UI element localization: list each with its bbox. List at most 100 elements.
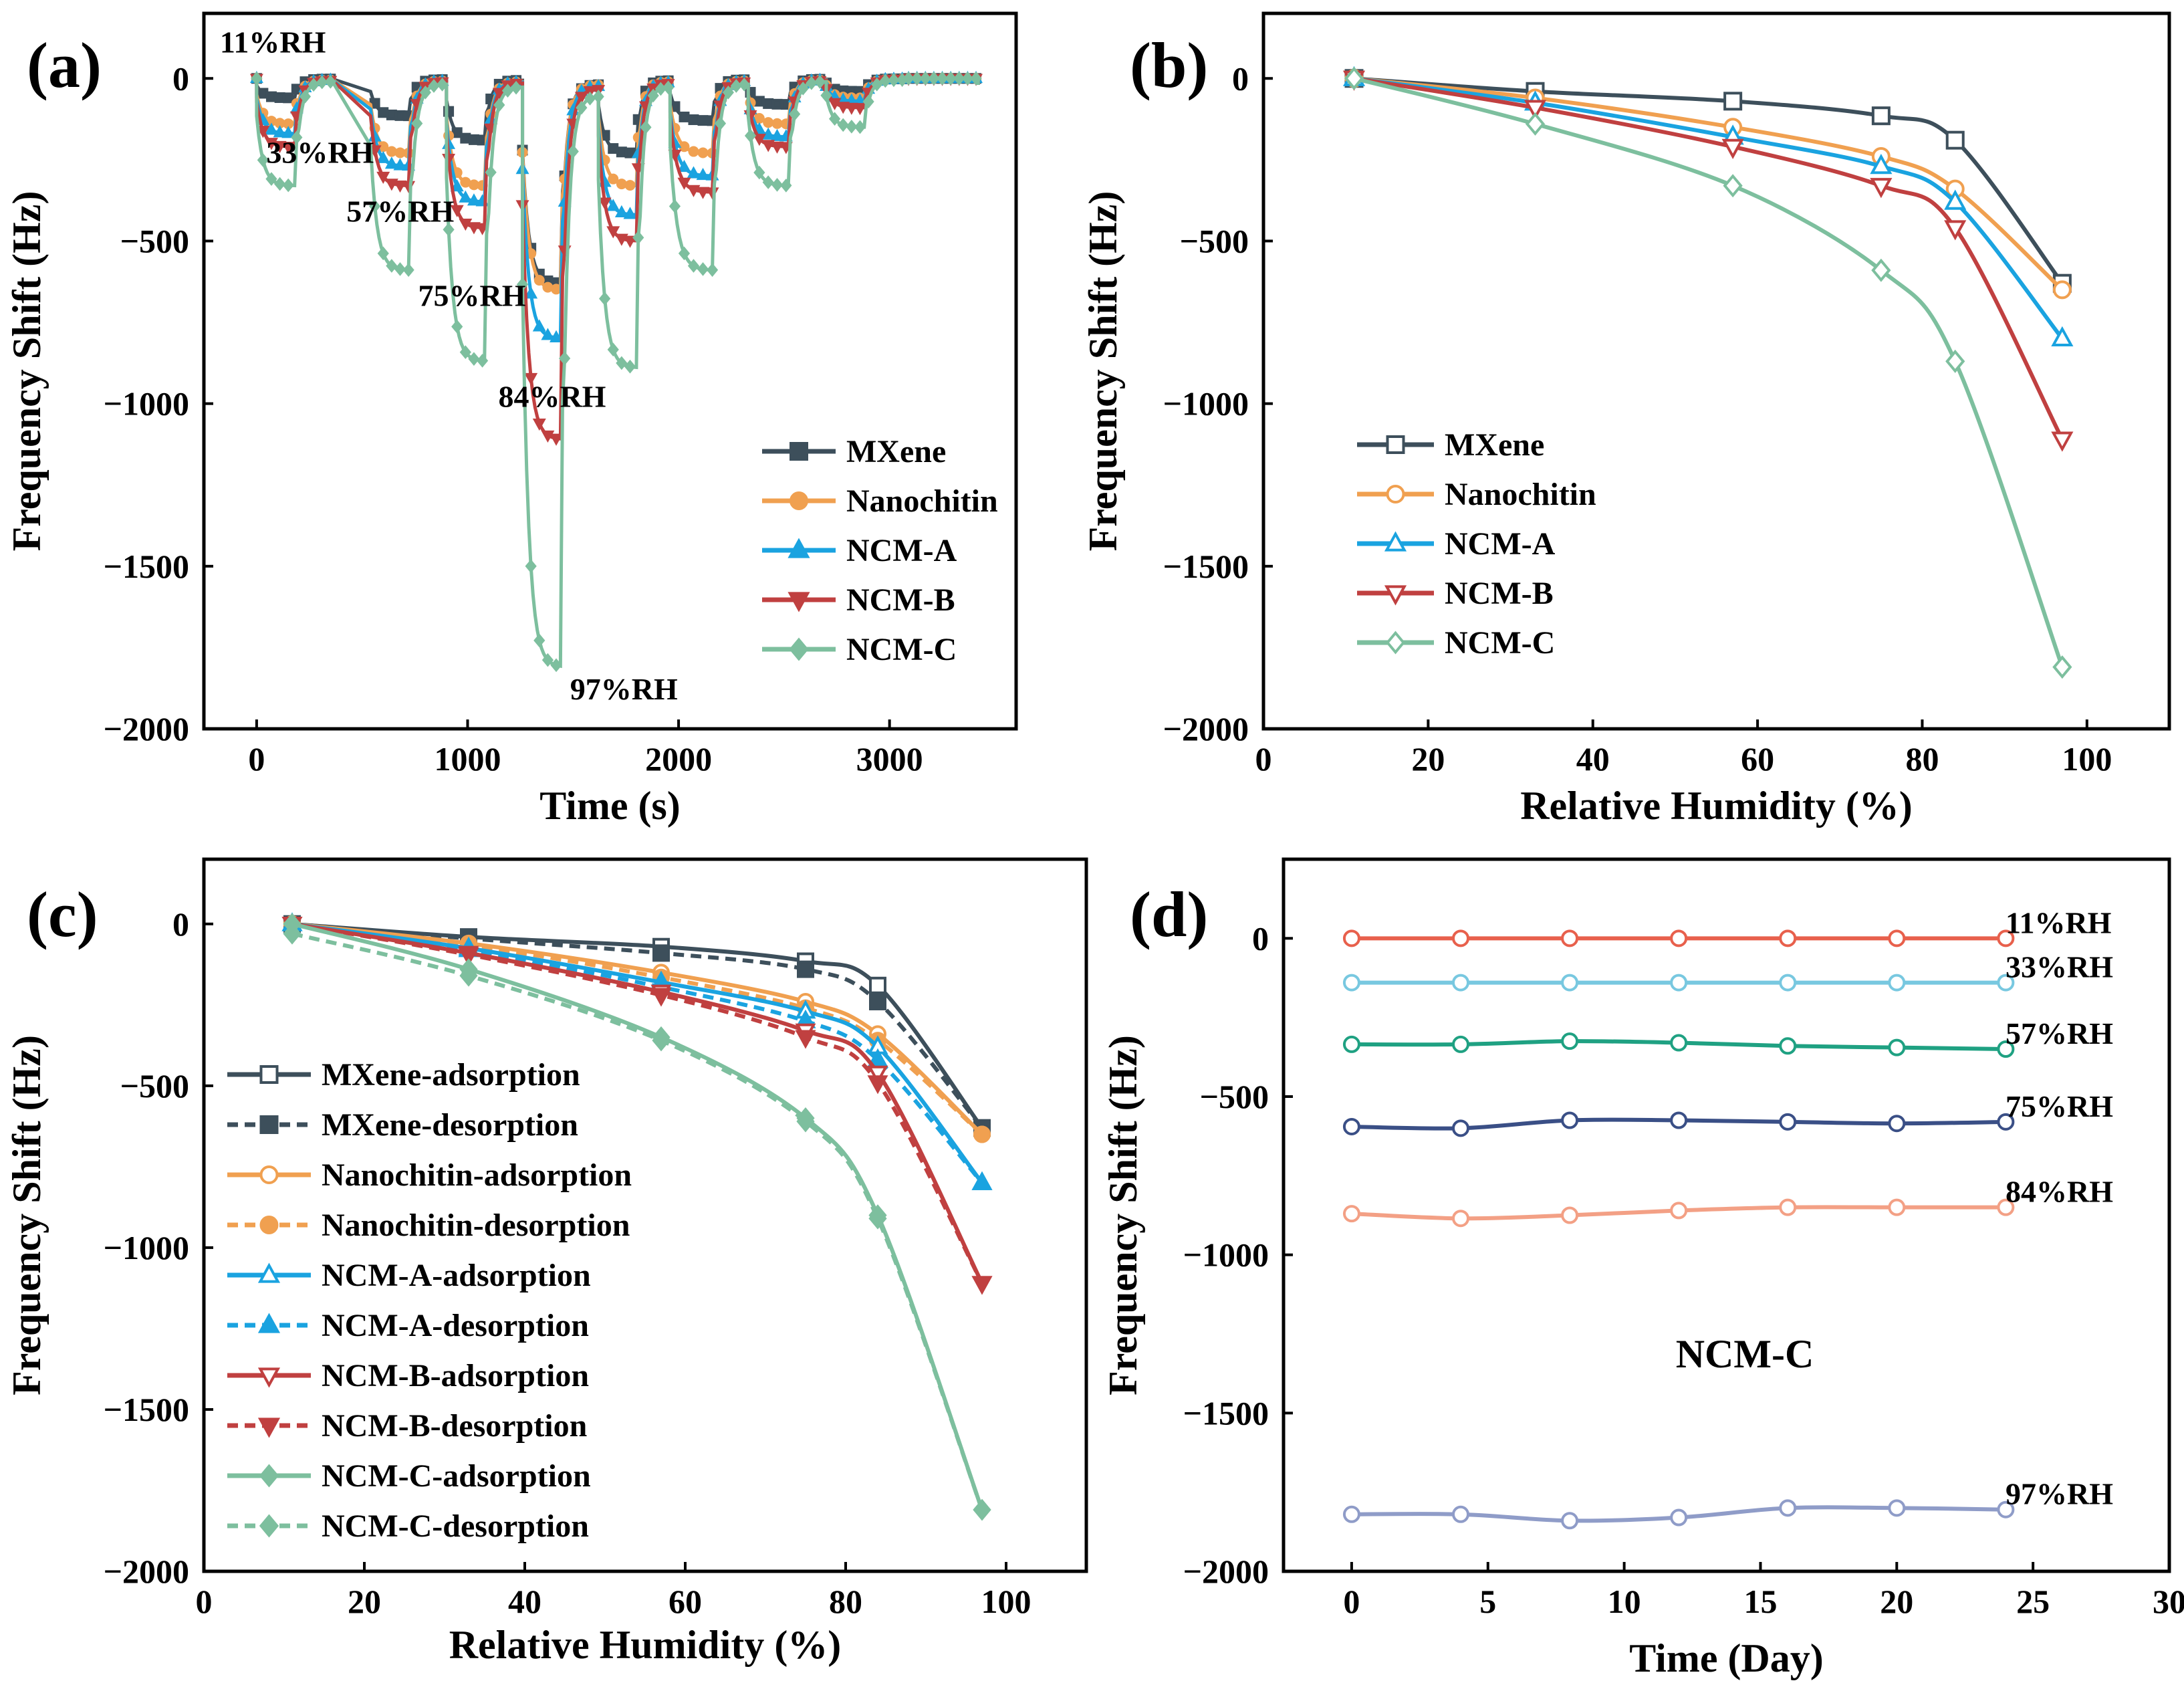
x-tick-label: 10	[1608, 1583, 1641, 1620]
legend-entry: Nanochitin	[762, 483, 998, 519]
data-point	[532, 319, 546, 332]
data-point	[394, 147, 406, 158]
data-point	[687, 166, 701, 179]
y-tick-label: −500	[120, 222, 190, 259]
data-point	[868, 1208, 887, 1230]
legend-entry: NCM-C	[762, 632, 957, 667]
data-point	[468, 134, 479, 145]
legend-marker	[257, 1367, 281, 1388]
data-point	[1670, 1034, 1688, 1052]
series-label: 11%RH	[2006, 905, 2112, 939]
data-point	[265, 91, 277, 102]
data-point	[1721, 138, 1744, 159]
data-point	[652, 1029, 671, 1052]
y-tick-label: −1500	[104, 1391, 190, 1428]
y-axis-label: Frequency Shift (Hz)	[5, 191, 49, 552]
data-point	[761, 140, 775, 152]
data-point	[608, 173, 619, 185]
legend-marker	[1386, 435, 1405, 454]
data-point	[1779, 1037, 1797, 1055]
data-point	[1871, 106, 1891, 126]
series-75%RH: 75%RH	[1342, 1089, 2113, 1137]
data-point	[493, 98, 505, 112]
data-point	[485, 165, 497, 180]
data-point	[1525, 112, 1546, 136]
data-point	[780, 179, 792, 193]
legend-entry: NCM-B-adsorption	[227, 1358, 589, 1393]
series-84%RH: 84%RH	[1342, 1175, 2113, 1228]
data-point	[451, 320, 463, 334]
data-point	[376, 171, 390, 185]
panel-label: (c)	[27, 879, 98, 950]
x-tick-label: 60	[1741, 740, 1774, 778]
data-point	[567, 144, 579, 158]
x-tick-label: 0	[196, 1583, 213, 1620]
data-point	[640, 120, 652, 134]
data-point	[467, 193, 481, 206]
data-point	[911, 71, 923, 86]
data-point	[652, 944, 670, 962]
data-point	[770, 128, 784, 141]
legend-entry: NCM-A	[1357, 526, 1556, 562]
data-point	[283, 92, 294, 104]
legend-marker	[789, 637, 809, 661]
legend-label: MXene	[846, 434, 946, 469]
data-point	[687, 185, 701, 197]
data-point	[753, 96, 765, 107]
data-point	[1670, 929, 1688, 947]
data-point	[844, 102, 858, 115]
legend-label: MXene-adsorption	[322, 1057, 580, 1093]
data-point	[1723, 92, 1743, 111]
data-point	[828, 98, 842, 110]
x-tick-label: 25	[2016, 1583, 2050, 1620]
data-point	[697, 262, 709, 276]
data-point	[662, 80, 675, 95]
annotation: 57%RH	[346, 194, 454, 228]
data-point	[1561, 1032, 1579, 1050]
legend-marker	[257, 1313, 281, 1333]
data-point	[1779, 929, 1797, 947]
data-point	[902, 71, 915, 86]
series-label: 57%RH	[2006, 1016, 2113, 1050]
data-point	[450, 205, 464, 217]
data-point	[814, 75, 826, 89]
legend-marker	[257, 1418, 281, 1438]
data-point	[606, 199, 620, 211]
data-point	[1452, 974, 1469, 992]
legend-marker	[259, 1216, 279, 1234]
data-point	[862, 94, 874, 109]
data-point	[592, 90, 604, 104]
plot-frame	[202, 11, 1018, 731]
legend-label: Nanochitin	[846, 483, 998, 519]
data-point	[386, 146, 397, 157]
plot-frame	[202, 857, 1088, 1573]
data-point	[393, 158, 407, 171]
legend-label: Nanochitin	[1445, 477, 1596, 512]
data-point	[762, 175, 774, 189]
data-point	[510, 80, 522, 95]
data-point	[541, 653, 554, 667]
y-tick-label: 0	[172, 905, 189, 943]
data-point	[961, 71, 974, 86]
x-tick-label: 80	[829, 1583, 862, 1620]
data-point	[867, 1075, 888, 1095]
data-point	[257, 153, 269, 167]
legend-entry: MXene-desorption	[227, 1107, 578, 1143]
data-point	[376, 150, 390, 163]
x-tick-label: 60	[669, 1583, 702, 1620]
data-point	[1342, 929, 1360, 947]
annotation: 97%RH	[570, 672, 678, 706]
data-point	[679, 141, 690, 152]
data-point	[583, 86, 597, 99]
legend-marker	[1384, 585, 1407, 606]
x-tick-label: 0	[1255, 740, 1272, 778]
series-line	[1354, 76, 2064, 285]
data-point	[779, 142, 793, 154]
data-point	[820, 88, 832, 103]
legend-marker	[1384, 531, 1407, 552]
data-point	[668, 149, 682, 162]
data-point	[1888, 1115, 1906, 1133]
data-point	[1670, 1111, 1688, 1129]
legend-marker	[259, 1065, 279, 1084]
data-point	[763, 98, 774, 109]
